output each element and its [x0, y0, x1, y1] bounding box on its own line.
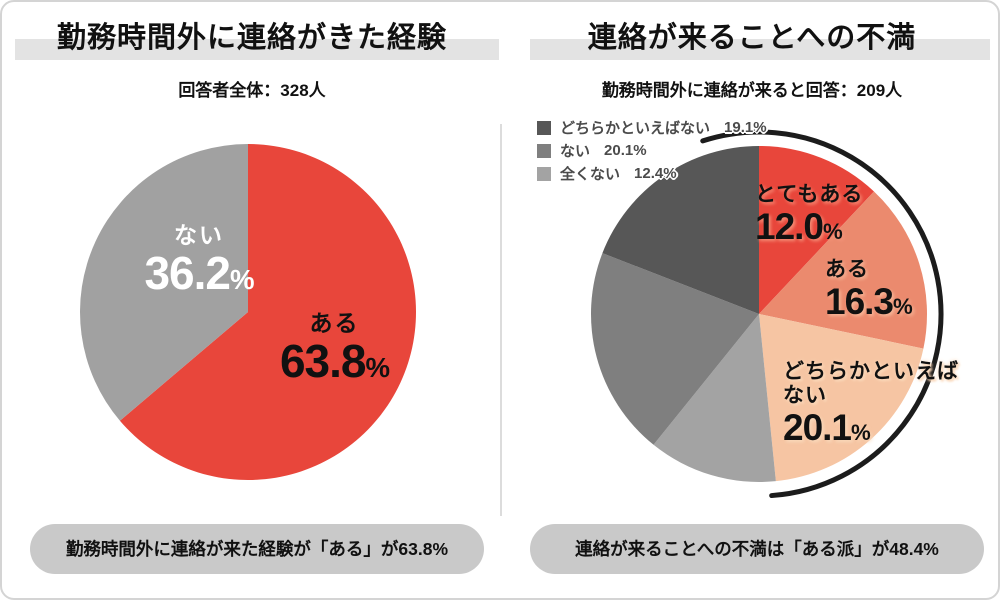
panel-experience: 勤務時間外に連絡がきた経験 回答者全体：328人 ない 36.2% ある 63.…: [2, 2, 502, 598]
slice-label-dochiraka: どちらかといえば ない 20.1%: [783, 360, 959, 448]
slice-dochiraka: [759, 314, 924, 482]
slice-aru: [759, 191, 927, 349]
right-panel-title: 連絡が来ることへの不満: [587, 22, 917, 54]
slice-totemo-aru: [759, 146, 875, 314]
legend: どちらかといえばない 19.1% ない 20.1% 全くない 12.4%: [537, 116, 767, 185]
legend-item-dochiraka-nai: どちらかといえばない 19.1%: [537, 116, 767, 139]
left-title-highlight-band: [15, 39, 499, 60]
vertical-divider: [500, 124, 502, 516]
legend-item-mattaku-nai: 全くない 12.4%: [537, 162, 767, 185]
slice-mattaku-nai: [653, 314, 776, 482]
legend-swatch-dark-gray: [537, 120, 551, 135]
pie-chart-dissatisfaction: [591, 129, 944, 499]
right-caption-pill: 連絡が来ることへの不満は「ある派」が48.4%: [530, 524, 984, 574]
slice-dochiraka-nai: [602, 146, 759, 314]
left-caption-pill: 勤務時間外に連絡が来た経験が「ある」が63.8%: [30, 524, 484, 574]
legend-item-nai: ない 20.1%: [537, 139, 767, 162]
right-title-block: 連絡が来ることへの不満: [502, 18, 998, 62]
slice-label-aru: ある 63.8%: [279, 310, 390, 387]
right-panel-subtitle: 勤務時間外に連絡が来ると回答：209人: [601, 81, 903, 100]
right-title-highlight-band: [530, 39, 990, 60]
slice-label-nai: ない 36.2%: [144, 222, 254, 299]
left-panel-title: 勤務時間外に連絡がきた経験: [56, 22, 447, 54]
panel-dissatisfaction: 連絡が来ることへの不満 勤務時間外に連絡が来ると回答：209人 どちらかといえば…: [502, 2, 998, 598]
slice-nai: [79, 144, 248, 421]
legend-swatch-light-gray: [537, 166, 551, 181]
slice-nai: [591, 253, 759, 445]
left-panel-subtitle: 回答者全体：328人: [178, 81, 326, 100]
slice-label-totemo-aru: とてもある 12.0%: [755, 183, 864, 247]
aru-group-highlight-arc: [700, 129, 944, 499]
left-title-block: 勤務時間外に連絡がきた経験: [2, 18, 502, 62]
slice-label-aru: ある 16.3%: [825, 258, 913, 322]
legend-swatch-mid-gray: [537, 143, 551, 158]
slice-aru: [119, 144, 416, 481]
pie-chart-experience: [79, 144, 416, 481]
